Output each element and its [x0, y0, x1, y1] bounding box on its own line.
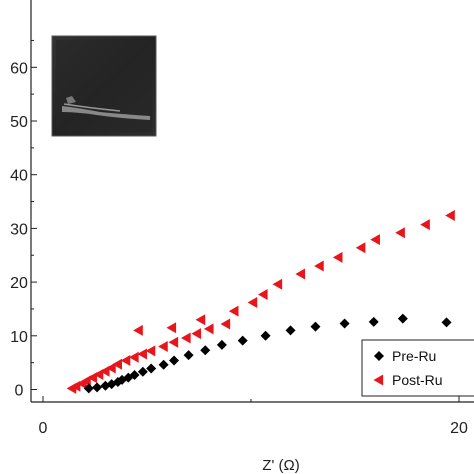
data-point: [272, 278, 283, 290]
x-axis-title: Z' (Ω): [262, 457, 299, 474]
data-point: [137, 366, 148, 377]
data-point: [200, 345, 211, 356]
data-point: [146, 363, 157, 374]
data-point: [370, 234, 380, 246]
data-point: [257, 288, 268, 300]
data-point: [247, 297, 258, 309]
data-point: [216, 339, 227, 350]
data-point: [112, 358, 123, 370]
data-point: [129, 370, 140, 381]
series-post-ru: [66, 210, 455, 394]
data-point: [285, 325, 296, 336]
data-markers: [66, 210, 455, 394]
y-tick-label: 50: [10, 114, 28, 131]
data-point: [137, 348, 147, 360]
data-point: [129, 351, 139, 363]
data-point: [295, 268, 306, 280]
x-tick-label: 0: [39, 420, 48, 437]
data-point: [395, 227, 405, 239]
legend-marker: [374, 351, 384, 361]
data-point: [169, 355, 180, 366]
data-point: [183, 350, 194, 361]
y-tick-label: 60: [10, 60, 28, 77]
data-point: [203, 323, 214, 335]
data-point: [420, 219, 430, 231]
data-point: [310, 321, 321, 332]
data-point: [445, 210, 455, 222]
y-tick-label: 0: [15, 383, 24, 400]
inset-photo: [51, 35, 157, 137]
data-point: [314, 260, 324, 272]
y-tick-label: 30: [10, 221, 28, 238]
data-point: [441, 317, 452, 328]
data-point: [368, 316, 379, 327]
data-point: [237, 335, 248, 346]
y-tick-label: 40: [10, 168, 28, 185]
legend-marker: [373, 374, 384, 386]
data-point: [355, 242, 366, 254]
x-tick-label: 20: [450, 420, 468, 437]
data-point: [339, 318, 350, 329]
data-point: [397, 313, 408, 324]
y-tick-label: 10: [10, 329, 28, 346]
data-point: [166, 322, 177, 334]
data-point: [92, 382, 103, 393]
data-point: [332, 251, 343, 263]
data-point: [168, 336, 179, 348]
data-point: [181, 332, 191, 344]
legend-label: Pre-Ru: [392, 348, 436, 364]
data-point: [228, 305, 239, 317]
data-point: [83, 383, 94, 394]
legend-entry: Pre-Ru: [374, 348, 436, 364]
data-point: [191, 328, 202, 340]
axis-ticks: [31, 39, 460, 402]
data-point: [106, 362, 116, 374]
y-tick-label: 20: [10, 275, 28, 292]
tick-labels: 0204060800102030405060: [10, 60, 468, 437]
data-point: [195, 314, 206, 326]
data-point: [220, 318, 231, 330]
legend-label: Post-Ru: [392, 372, 443, 388]
legend-entry: Post-Ru: [373, 372, 443, 388]
data-point: [158, 359, 169, 370]
series-pre-ru: [83, 313, 452, 394]
data-point: [260, 330, 271, 341]
data-point: [145, 345, 156, 357]
data-point: [158, 341, 168, 353]
legend: Pre-Ru Post-Ru: [361, 339, 474, 397]
data-point: [120, 355, 131, 367]
data-point: [133, 324, 143, 336]
